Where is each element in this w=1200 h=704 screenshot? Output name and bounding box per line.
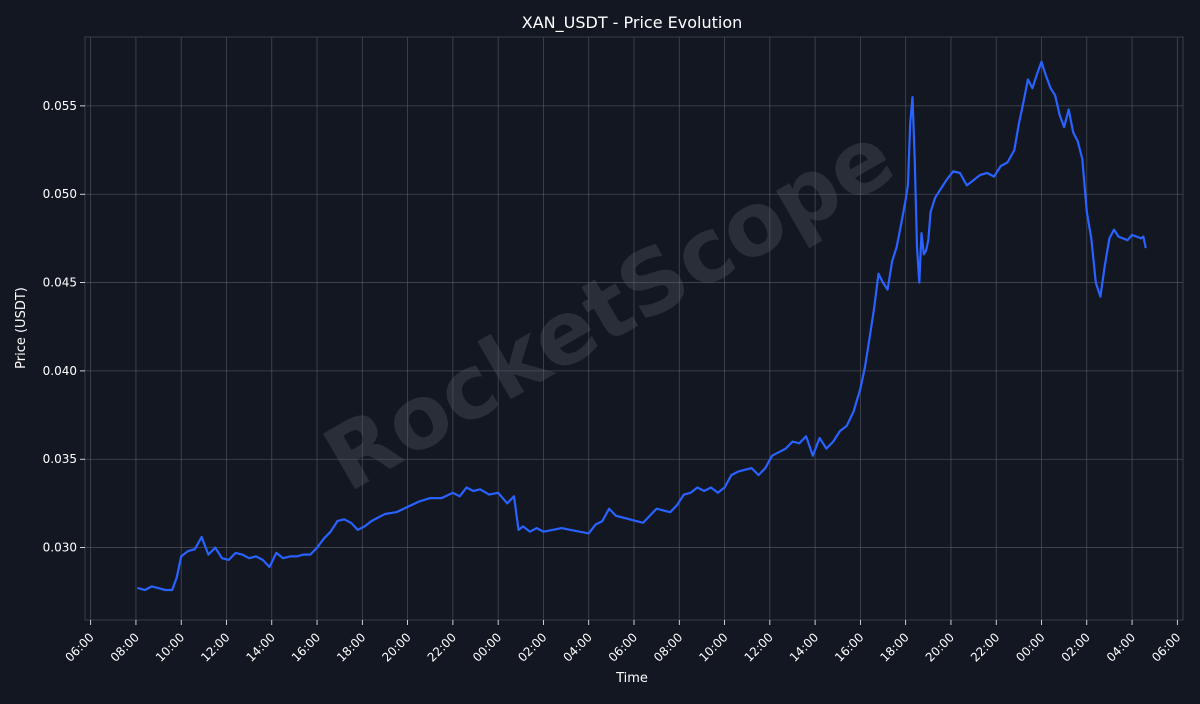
grid xyxy=(85,37,1183,620)
x-axis-ticks: 06:00 08:00 10:00 12:00 14:00 16:00 18:00 20:00… xyxy=(62,620,1183,665)
x-tick-label: 02:00 xyxy=(1059,630,1093,664)
x-tick-label: 12:00 xyxy=(198,630,232,664)
x-tick-label: 04:00 xyxy=(560,630,594,664)
x-tick-label: 20:00 xyxy=(379,630,413,664)
y-tick-label: 0.040 xyxy=(43,364,77,378)
x-tick-label: 08:00 xyxy=(651,630,685,664)
x-tick-label: 00:00 xyxy=(1013,630,1047,664)
y-tick-label: 0.030 xyxy=(43,541,77,555)
x-axis-label: Time xyxy=(615,671,648,686)
x-tick-label: 06:00 xyxy=(62,630,96,664)
x-tick-label: 14:00 xyxy=(787,630,821,664)
x-tick-label: 06:00 xyxy=(1149,630,1183,664)
x-tick-label: 18:00 xyxy=(334,630,368,664)
x-tick-label: 08:00 xyxy=(108,630,142,664)
x-tick-label: 10:00 xyxy=(153,630,187,664)
y-tick-label: 0.035 xyxy=(43,452,77,466)
x-tick-label: 22:00 xyxy=(968,630,1002,664)
y-tick-label: 0.045 xyxy=(43,276,77,290)
x-tick-label: 16:00 xyxy=(289,630,323,664)
price-series-line xyxy=(137,60,1147,592)
x-tick-label: 22:00 xyxy=(425,630,459,664)
y-tick-label: 0.055 xyxy=(43,99,77,113)
x-tick-label: 16:00 xyxy=(832,630,866,664)
x-tick-label: 18:00 xyxy=(877,630,911,664)
x-tick-label: 04:00 xyxy=(1104,630,1138,664)
y-axis-ticks: 0.030 0.035 0.040 0.045 0.050 0.055 xyxy=(43,99,85,555)
x-tick-label: 00:00 xyxy=(470,630,504,664)
x-tick-label: 20:00 xyxy=(923,630,957,664)
y-tick-label: 0.050 xyxy=(43,187,77,201)
watermark-text: RocketScope xyxy=(307,104,910,512)
x-tick-label: 12:00 xyxy=(742,630,776,664)
x-tick-label: 14:00 xyxy=(244,630,278,664)
chart-title: XAN_USDT - Price Evolution xyxy=(522,13,743,33)
y-axis-label: Price (USDT) xyxy=(14,287,29,369)
x-tick-label: 02:00 xyxy=(515,630,549,664)
x-tick-label: 06:00 xyxy=(606,630,640,664)
x-tick-label: 10:00 xyxy=(696,630,730,664)
